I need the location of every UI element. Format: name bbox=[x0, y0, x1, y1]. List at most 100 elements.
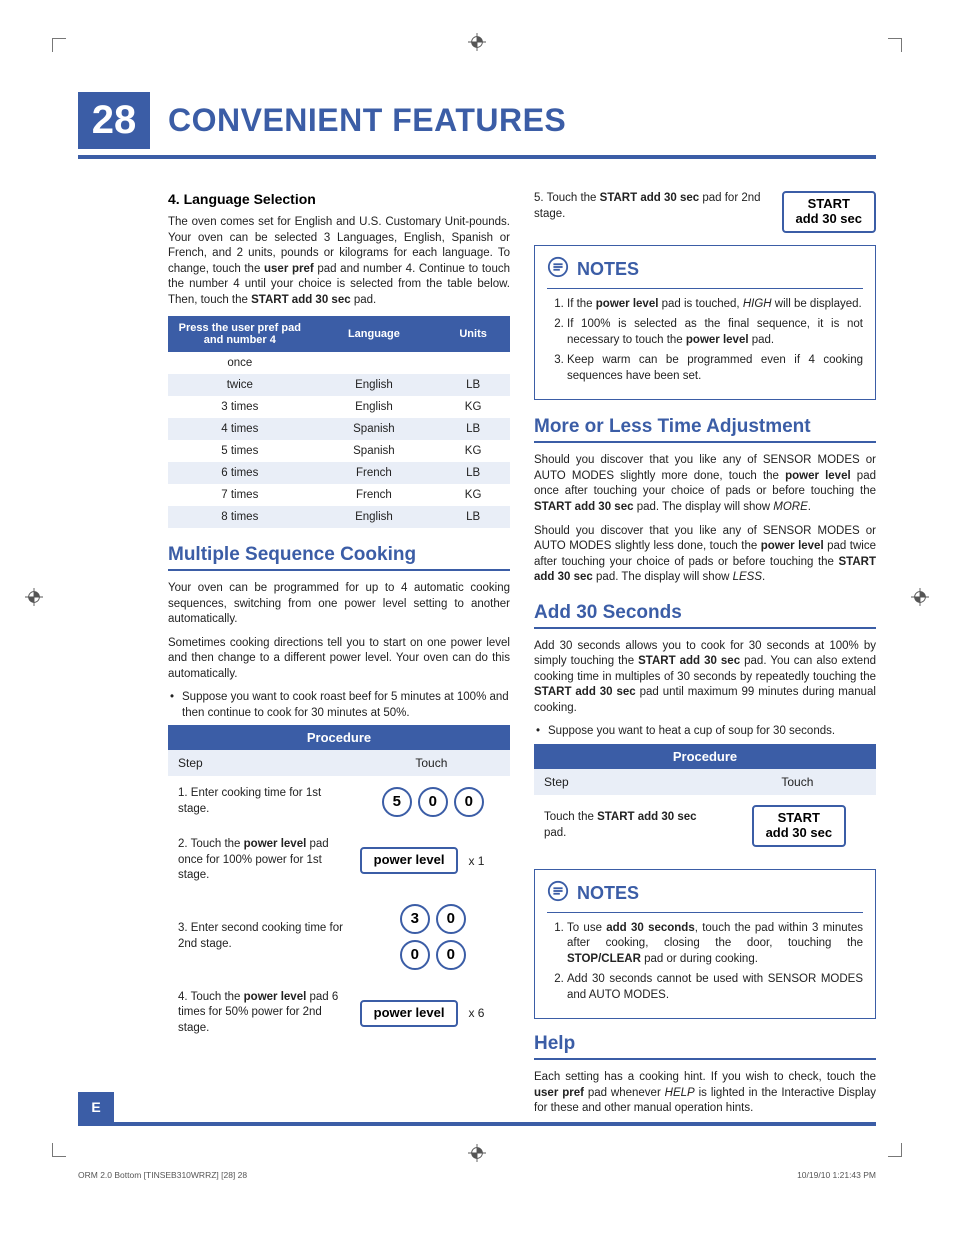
add30-title: Add 30 Seconds bbox=[534, 602, 876, 629]
step4-text: 4. Touch the power level pad 6 times for… bbox=[172, 990, 354, 1037]
notes-box-1: NOTES If the power level pad is touched,… bbox=[534, 245, 876, 401]
table-cell: French bbox=[312, 484, 437, 506]
notes-label: NOTES bbox=[577, 259, 639, 280]
table-cell: KG bbox=[436, 440, 510, 462]
procedure-subheader: Step Touch bbox=[534, 769, 876, 795]
table-cell: LB bbox=[436, 506, 510, 528]
footer-left: ORM 2.0 Bottom [TINSEB310WRRZ] [28] 28 bbox=[78, 1170, 247, 1180]
help-p1: Each setting has a cooking hint. If you … bbox=[534, 1070, 876, 1117]
table-cell bbox=[436, 352, 510, 374]
table-cell: LB bbox=[436, 462, 510, 484]
table-cell: 6 times bbox=[168, 462, 312, 484]
proc-row-1: 1. Enter cooking time for 1st stage. 5 0… bbox=[168, 776, 510, 827]
notes-item: If 100% is selected as the final sequenc… bbox=[567, 317, 863, 348]
multiseq-p1: Your oven can be programmed for up to 4 … bbox=[168, 581, 510, 628]
start-add30-pill: STARTadd 30 sec bbox=[782, 191, 877, 233]
help-title: Help bbox=[534, 1033, 876, 1060]
page-header: 28 CONVENIENT FEATURES bbox=[78, 92, 876, 149]
notes-icon bbox=[547, 880, 569, 907]
keypad-row: 5 0 0 bbox=[382, 787, 484, 817]
table-cell: LB bbox=[436, 374, 510, 396]
power-level-pill: power level bbox=[360, 1000, 459, 1027]
notes-item: To use add 30 seconds, touch the pad wit… bbox=[567, 921, 863, 968]
th-language: Language bbox=[312, 316, 437, 352]
step5-text: 5. Touch the START add 30 sec pad for 2n… bbox=[534, 191, 770, 222]
key-0: 0 bbox=[418, 787, 448, 817]
step-label: Step bbox=[168, 750, 353, 776]
table-cell: 7 times bbox=[168, 484, 312, 506]
table-cell: 5 times bbox=[168, 440, 312, 462]
table-cell: 3 times bbox=[168, 396, 312, 418]
table-cell: KG bbox=[436, 484, 510, 506]
step3-text: 3. Enter second cooking time for 2nd sta… bbox=[172, 921, 354, 952]
key-3: 3 bbox=[400, 904, 430, 934]
step1-text: 1. Enter cooking time for 1st stage. bbox=[172, 786, 354, 817]
step5-row: 5. Touch the START add 30 sec pad for 2n… bbox=[534, 191, 876, 233]
key-0: 0 bbox=[400, 940, 430, 970]
step-label: Step bbox=[534, 769, 719, 795]
table-cell: once bbox=[168, 352, 312, 374]
proc-row-4: 4. Touch the power level pad 6 times for… bbox=[168, 980, 510, 1047]
notes-label: NOTES bbox=[577, 883, 639, 904]
notes-item: If the power level pad is touched, HIGH … bbox=[567, 297, 863, 313]
language-table: Press the user pref pad and number 4 Lan… bbox=[168, 316, 510, 528]
language-table-body: oncetwiceEnglishLB3 timesEnglishKG4 time… bbox=[168, 352, 510, 528]
add30-proc-row: Touch the START add 30 sec pad. STARTadd… bbox=[534, 795, 876, 857]
key-5: 5 bbox=[382, 787, 412, 817]
moreless-title: More or Less Time Adjustment bbox=[534, 416, 876, 443]
table-cell: English bbox=[312, 506, 437, 528]
multiseq-p2: Sometimes cooking directions tell you to… bbox=[168, 636, 510, 683]
key-0: 0 bbox=[436, 940, 466, 970]
table-cell bbox=[312, 352, 437, 374]
notes-heading: NOTES bbox=[547, 880, 863, 913]
notes2-list: To use add 30 seconds, touch the pad wit… bbox=[547, 921, 863, 1004]
key-0: 0 bbox=[454, 787, 484, 817]
lang-intro: The oven comes set for English and U.S. … bbox=[168, 215, 510, 308]
multiseq-title: Multiple Sequence Cooking bbox=[168, 544, 510, 571]
table-cell: 4 times bbox=[168, 418, 312, 440]
notes-item: Add 30 seconds cannot be used with SENSO… bbox=[567, 972, 863, 1003]
table-cell: Spanish bbox=[312, 440, 437, 462]
notes-item: Keep warm can be programmed even if 4 co… bbox=[567, 353, 863, 384]
table-cell: French bbox=[312, 462, 437, 484]
side-tab: E bbox=[78, 1092, 114, 1122]
lang-heading: 4. Language Selection bbox=[168, 191, 510, 207]
touch-label: Touch bbox=[353, 750, 510, 776]
notes-box-2: NOTES To use add 30 seconds, touch the p… bbox=[534, 869, 876, 1020]
table-cell: 8 times bbox=[168, 506, 312, 528]
notes1-list: If the power level pad is touched, HIGH … bbox=[547, 297, 863, 385]
key-0: 0 bbox=[436, 904, 466, 934]
notes-icon bbox=[547, 256, 569, 283]
touch-label: Touch bbox=[719, 769, 876, 795]
header-rule bbox=[78, 155, 876, 159]
power-level-pill: power level bbox=[360, 847, 459, 874]
procedure-header: Procedure bbox=[168, 725, 510, 750]
moreless-p1: Should you discover that you like any of… bbox=[534, 453, 876, 515]
footer-right: 10/19/10 1:21:43 PM bbox=[797, 1170, 876, 1180]
page-number: 28 bbox=[78, 92, 150, 149]
moreless-p2: Should you discover that you like any of… bbox=[534, 524, 876, 586]
table-cell: Spanish bbox=[312, 418, 437, 440]
proc-row-2: 2. Touch the power level pad once for 10… bbox=[168, 827, 510, 894]
page-title: CONVENIENT FEATURES bbox=[150, 92, 566, 149]
table-cell: KG bbox=[436, 396, 510, 418]
notes-heading: NOTES bbox=[547, 256, 863, 289]
table-cell: LB bbox=[436, 418, 510, 440]
bottom-rule bbox=[78, 1122, 876, 1126]
table-cell: English bbox=[312, 374, 437, 396]
table-cell: English bbox=[312, 396, 437, 418]
add30-p1: Add 30 seconds allows you to cook for 30… bbox=[534, 639, 876, 717]
procedure-subheader: Step Touch bbox=[168, 750, 510, 776]
th-press: Press the user pref pad and number 4 bbox=[168, 316, 312, 352]
table-cell: twice bbox=[168, 374, 312, 396]
multiplier: x 6 bbox=[468, 1006, 484, 1020]
print-footer: ORM 2.0 Bottom [TINSEB310WRRZ] [28] 28 1… bbox=[78, 1170, 876, 1180]
step2-text: 2. Touch the power level pad once for 10… bbox=[172, 837, 354, 884]
add30-row-text: Touch the START add 30 sec pad. bbox=[538, 810, 720, 841]
procedure-header: Procedure bbox=[534, 744, 876, 769]
add30-bullet: Suppose you want to heat a cup of soup f… bbox=[534, 724, 876, 740]
start-add30-pill: STARTadd 30 sec bbox=[752, 805, 847, 847]
multiseq-bullet: Suppose you want to cook roast beef for … bbox=[168, 690, 510, 721]
multiplier: x 1 bbox=[468, 854, 484, 868]
th-units: Units bbox=[436, 316, 510, 352]
